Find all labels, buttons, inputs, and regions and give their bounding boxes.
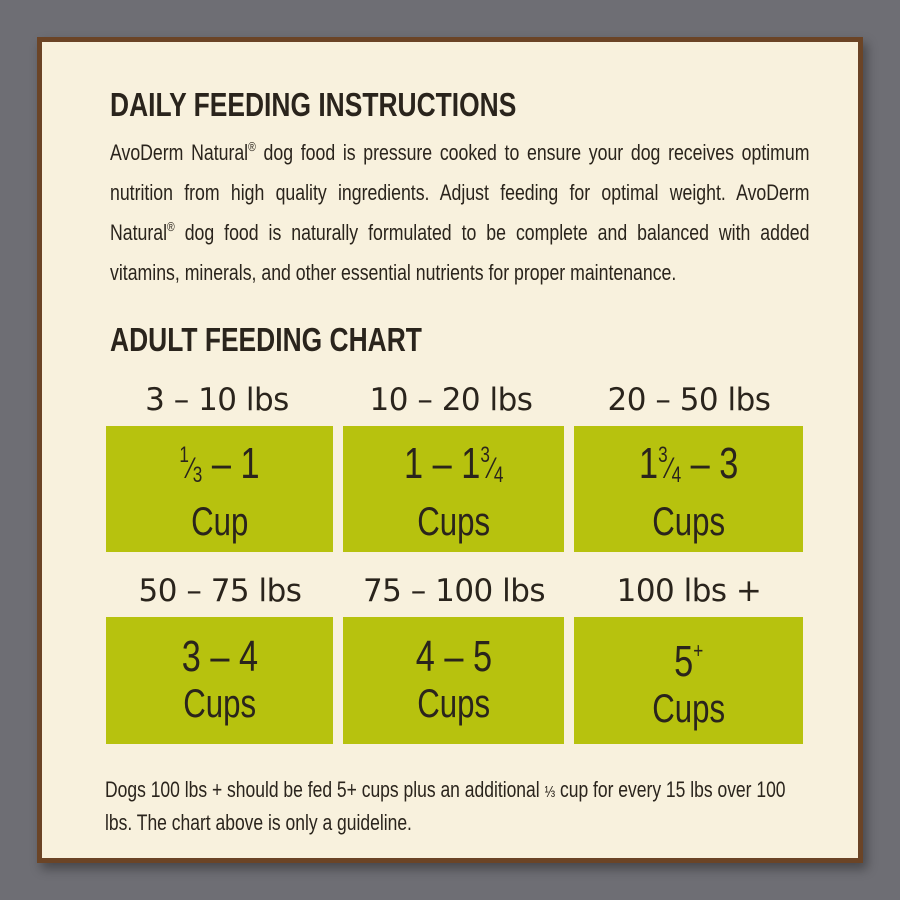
feeding-card: DAILY FEEDING INSTRUCTIONS AvoDerm Natur… xyxy=(37,37,863,863)
amount-value: 1 – 13⁄4 xyxy=(403,439,504,488)
amount-unit: Cup xyxy=(190,500,249,544)
amount-box: 3 – 4 Cups xyxy=(106,617,333,744)
weight-label: 50 – 75 lbs xyxy=(138,573,302,609)
fraction-three-quarters: 3⁄4 xyxy=(657,442,681,487)
paragraph-text: dog food is pressure cooked to ensure yo… xyxy=(110,140,810,205)
registered-mark-2: ® xyxy=(167,219,175,234)
amount-box: 1⁄3 – 1 Cup xyxy=(106,426,333,552)
amount-value: 5+ xyxy=(673,637,704,686)
footnote: Dogs 100 lbs + should be fed 5+ cups plu… xyxy=(105,775,789,838)
amount-value: 13⁄4 – 3 xyxy=(638,439,739,488)
fraction-three-quarters: 3⁄4 xyxy=(480,442,504,487)
amount-box: 5+ Cups xyxy=(574,617,803,744)
paragraph-text-2: dog food is naturally formulated to be c… xyxy=(110,220,810,285)
instructions-paragraph: AvoDerm Natural® dog food is pressure co… xyxy=(110,133,809,293)
amount-box: 4 – 5 Cups xyxy=(343,617,564,744)
amount-unit: Cups xyxy=(183,681,256,726)
amount-unit: Cups xyxy=(652,687,725,731)
daily-feeding-title: DAILY FEEDING INSTRUCTIONS xyxy=(110,86,517,123)
footnote-text: Dogs 100 lbs + should be fed 5+ cups plu… xyxy=(105,777,545,802)
weight-label: 20 – 50 lbs xyxy=(607,382,771,418)
weight-label: 10 – 20 lbs xyxy=(369,382,533,418)
brand-name: AvoDerm Natural xyxy=(110,140,249,165)
amount-box: 13⁄4 – 3 Cups xyxy=(574,426,803,552)
footnote-text-2: cup for every 15 lbs over 100 lbs. The c… xyxy=(105,777,786,835)
weight-label: 3 – 10 lbs xyxy=(145,382,289,418)
amount-value: 1⁄3 – 1 xyxy=(179,439,260,488)
amount-value: 3 – 4 xyxy=(181,631,258,681)
amount-value: 4 – 5 xyxy=(415,631,492,681)
weight-label: 75 – 100 lbs xyxy=(362,573,546,609)
registered-mark: ® xyxy=(248,139,256,154)
weight-label: 100 lbs + xyxy=(616,573,762,609)
brand-name-2: Natural xyxy=(110,220,168,245)
amount-box: 1 – 13⁄4 Cups xyxy=(343,426,564,552)
amount-unit: Cups xyxy=(417,500,490,544)
amount-unit: Cups xyxy=(417,681,490,726)
footnote-fraction: ⅓ xyxy=(544,784,556,801)
adult-feeding-chart-title: ADULT FEEDING CHART xyxy=(110,321,422,358)
fraction-one-third: 1⁄3 xyxy=(179,442,203,487)
amount-unit: Cups xyxy=(652,500,725,544)
